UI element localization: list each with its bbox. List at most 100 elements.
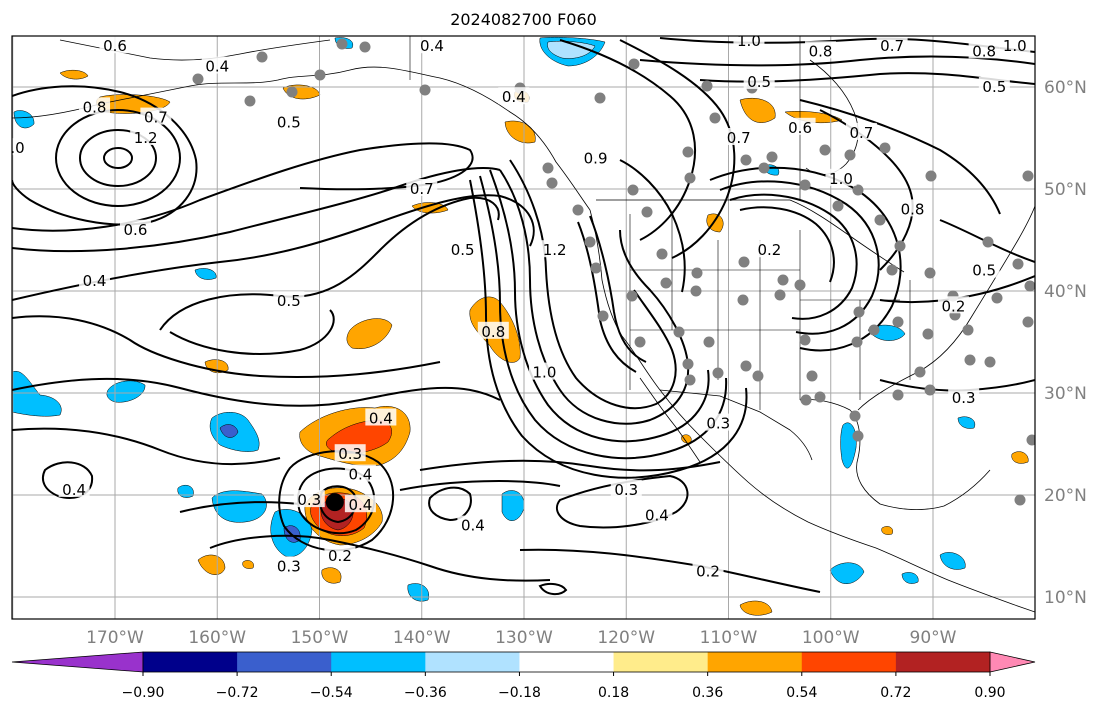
contour-label-bg [273,291,305,309]
longitude-label: 110°W [700,628,758,648]
station-dot [924,267,936,279]
shade-negative-mex1 [829,562,865,584]
station-dot [799,179,811,191]
border-us-mexico [659,389,813,461]
contour-0.2-east [879,275,1035,304]
station-dot [832,200,844,212]
shade-negative-pac3 [177,485,194,498]
contour-loop-0.4 [428,486,472,522]
station-dot [660,277,672,289]
contour-label: 0.4 [62,481,86,499]
station-dot [819,144,831,156]
station-dot [1024,280,1035,292]
station-dot [419,84,431,96]
contour-label: 0.6 [788,119,812,137]
station-dot [701,80,713,92]
colorbar-tick-label: 0.36 [692,685,723,701]
contour-west-1 [12,377,501,407]
contour-label-bg [324,546,356,564]
contour-0.4 [12,194,535,301]
station-dot [738,256,750,268]
contour-label: 0.7 [849,124,873,142]
shade-negative-hawaii-core [219,424,239,438]
latitude-label: 40°N [1044,282,1087,302]
colorbar-frame [142,651,991,673]
station-dot [766,151,778,163]
contour-ridge-north1 [559,39,697,241]
contour-label: 0.4 [83,272,107,290]
contour-0.3-south1 [419,459,721,472]
contour-0.2-sw [209,534,551,582]
contour-label-bg [99,36,131,54]
contour-label: 1.0 [829,170,853,188]
contour-label: 1.0 [533,364,557,382]
station-dot [925,170,937,182]
shade-positive-sw1 [197,554,226,575]
coast-east [857,205,1035,411]
station-dot [853,306,865,318]
contour-label-bg [948,388,980,406]
station-dot [627,184,639,196]
contour-label-bg [273,556,305,574]
station-dot [1026,434,1035,446]
contour-label-bg [293,490,325,508]
contour-canada-low4 [739,206,835,283]
contour-trough3 [489,169,710,443]
latitude-label: 60°N [1044,78,1087,98]
colorbar-segment [143,652,238,672]
colorbar-segment [519,652,615,672]
shade-negative-arctic-light [547,40,596,59]
contour-label-bg [477,321,509,339]
contour-label-bg [937,296,969,314]
contour-0.4b [12,315,441,379]
colorbar-extend-low [11,651,144,673]
contour-label: 0.5 [277,114,301,132]
contour-0.5b [169,309,335,355]
colorbar-segment [613,652,709,672]
shade-positive-gulfmx [1011,451,1029,464]
latitude-label: 10°N [1044,588,1087,608]
colorbar-segment [707,652,803,672]
shade-positive-hudson [739,97,776,123]
state-lines [409,36,911,410]
shade-positive-mex [739,600,773,616]
contour-label: 0.3 [338,445,362,463]
contour-label: 0.8 [83,98,107,116]
contour-label-bg [999,36,1031,54]
colorbar-tick-label: 0.54 [786,685,817,701]
station-dot [894,240,906,252]
station-dot [740,154,752,166]
contour-label-bg [79,270,111,288]
contour-label: 0.3 [706,415,730,433]
coast-us-west [589,209,1035,613]
longitude-label: 140°W [393,628,451,648]
contour-label: 1.0 [1,139,25,157]
contour-label: 0.8 [481,323,505,341]
station-dot [794,279,806,291]
longitude-labels: 170°W 160°W 150°W 140°W 130°W 120°W 110°W 100°W… [86,628,957,648]
contour-label-bg [498,87,530,105]
station-dot [1022,316,1034,328]
station-dot [892,316,904,328]
contour-label: 1.0 [737,32,761,50]
colorbar-tick-label: −0.72 [216,685,259,701]
contour-label-bg [344,495,376,513]
contour-label: 0.9 [584,149,608,167]
contour-label: 0.5 [747,73,771,91]
station-dot [359,41,371,53]
coast-gulf-mexico [799,399,991,511]
station-dot [752,370,764,382]
contour-0.7-north [799,99,1001,215]
colorbar-tick-label: −0.18 [498,685,541,701]
contour-label-bg [273,112,305,130]
contour-label: 0.4 [420,37,444,55]
contour-label-bg [334,444,366,462]
contour-label: 0.4 [369,410,393,428]
contour-label: 1.0 [1003,37,1027,55]
station-dot [849,410,861,422]
colorbar-tick-label: 0.90 [974,685,1005,701]
contour-label-bg [406,179,438,196]
contour-trough7 [589,215,647,363]
shade-positive-sw2 [321,567,342,584]
station-dot [984,356,996,368]
